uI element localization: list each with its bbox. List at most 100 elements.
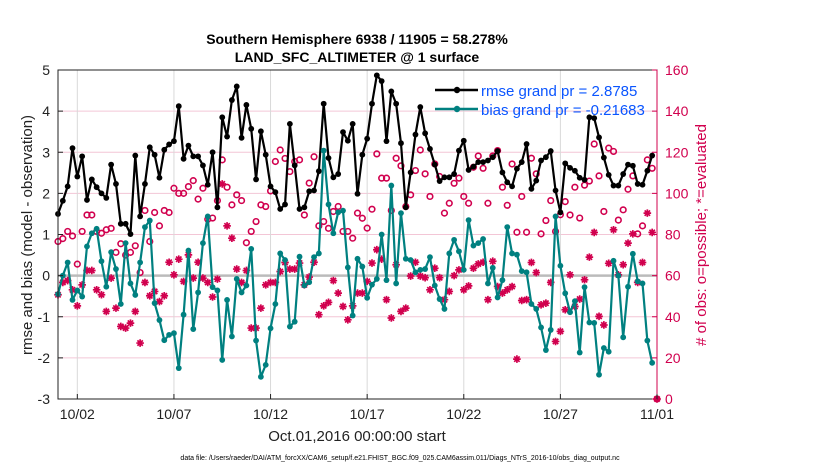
y-right-tick-label: 120	[665, 144, 689, 160]
y-tick-label: -1	[38, 309, 51, 325]
possible-obs-point	[450, 179, 458, 187]
rmse-point	[315, 168, 322, 175]
rmse-point	[190, 153, 197, 160]
possible-obs-point	[595, 172, 603, 180]
evaluated-obs-point	[445, 287, 454, 296]
bias-point	[610, 257, 617, 264]
rmse-point	[456, 147, 462, 154]
bias-point	[98, 258, 105, 265]
rmse-point	[504, 179, 511, 186]
rmse-point	[117, 220, 124, 227]
rmse-point	[267, 183, 274, 190]
rmse-point	[122, 220, 129, 227]
evaluated-obs-point	[329, 276, 338, 285]
bias-point	[74, 287, 81, 294]
bias-point	[600, 345, 607, 351]
y-right-tick-label: 160	[665, 62, 689, 78]
evaluated-obs-point	[218, 180, 227, 188]
bias-point	[571, 298, 578, 305]
evaluated-obs-point	[290, 265, 299, 273]
possible-obs-point	[305, 179, 313, 187]
evaluated-obs-point	[426, 286, 434, 294]
bias-point	[156, 317, 163, 323]
bias-point	[122, 240, 129, 247]
evaluated-obs-point	[488, 257, 497, 266]
bias-point	[475, 240, 482, 247]
possible-obs-point	[247, 227, 255, 236]
evaluated-obs-point	[213, 275, 222, 283]
rmse-point	[306, 188, 313, 195]
bias-point	[509, 250, 515, 257]
bias-point	[523, 269, 530, 276]
possible-obs-point	[571, 183, 579, 191]
evaluated-obs-point	[373, 245, 381, 254]
bias-point	[388, 182, 395, 189]
evaluated-obs-point	[73, 302, 82, 310]
evaluated-obs-point	[595, 312, 603, 321]
y-tick-label: 4	[42, 103, 50, 119]
rmse-point	[629, 162, 636, 169]
possible-obs-point	[440, 209, 449, 217]
rmse-point	[325, 155, 332, 161]
rmse-point	[98, 190, 105, 197]
x-tick-label: 10/22	[446, 406, 481, 422]
possible-obs-point	[349, 234, 357, 242]
bias-point	[552, 213, 559, 220]
rmse-point	[320, 100, 327, 107]
rmse-point	[195, 153, 201, 160]
legend-marker-bias	[453, 105, 461, 113]
bias-point	[204, 213, 211, 220]
possible-obs-point	[184, 182, 193, 191]
rmse-point	[378, 78, 385, 85]
possible-obs-point	[170, 184, 178, 192]
possible-obs-point	[64, 227, 72, 236]
evaluated-obs-point	[638, 258, 647, 267]
evaluated-obs-point	[88, 266, 96, 275]
bias-point	[591, 320, 598, 326]
possible-obs-point	[276, 146, 284, 154]
evaluated-obs-point	[498, 289, 507, 297]
possible-obs-point	[542, 216, 550, 225]
evaluated-obs-point	[484, 295, 492, 304]
evaluated-obs-point	[527, 258, 536, 267]
rmse-point	[388, 88, 395, 95]
evaluated-obs-point	[406, 272, 415, 280]
evaluated-obs-point	[503, 286, 512, 294]
evaluated-obs-point	[648, 228, 656, 237]
evaluated-obs-point	[397, 307, 405, 316]
rmse-point	[407, 169, 414, 176]
possible-obs-point	[498, 183, 507, 191]
rmse-point	[214, 204, 221, 211]
bias-point	[340, 207, 346, 214]
evaluated-obs-point	[580, 275, 589, 284]
possible-obs-point	[600, 207, 608, 216]
evaluated-obs-point	[624, 239, 632, 247]
evaluated-obs-point	[600, 321, 608, 329]
rmse-point	[257, 128, 264, 135]
possible-obs-point	[508, 160, 516, 168]
bias-point	[277, 250, 284, 257]
rmse-point	[171, 138, 177, 145]
evaluated-obs-point	[97, 290, 106, 299]
rmse-point	[103, 194, 110, 201]
bias-point	[402, 255, 409, 262]
possible-obs-point	[561, 198, 569, 206]
x-tick-label: 10/02	[60, 406, 95, 422]
evaluated-obs-point	[247, 324, 256, 332]
evaluated-obs-point	[160, 291, 169, 300]
rmse-point	[581, 176, 588, 183]
evaluated-obs-point	[561, 305, 570, 314]
evaluated-obs-point	[126, 319, 135, 327]
rmse-point	[224, 133, 230, 140]
bias-point	[538, 324, 544, 331]
rmse-point	[113, 181, 119, 187]
bias-point	[431, 282, 438, 289]
bias-point	[465, 217, 472, 224]
possible-obs-point	[59, 235, 67, 243]
bias-point	[127, 280, 134, 287]
grid	[58, 69, 658, 400]
evaluated-obs-point	[474, 260, 483, 268]
bias-point	[238, 289, 245, 296]
rmse-point	[59, 197, 66, 204]
